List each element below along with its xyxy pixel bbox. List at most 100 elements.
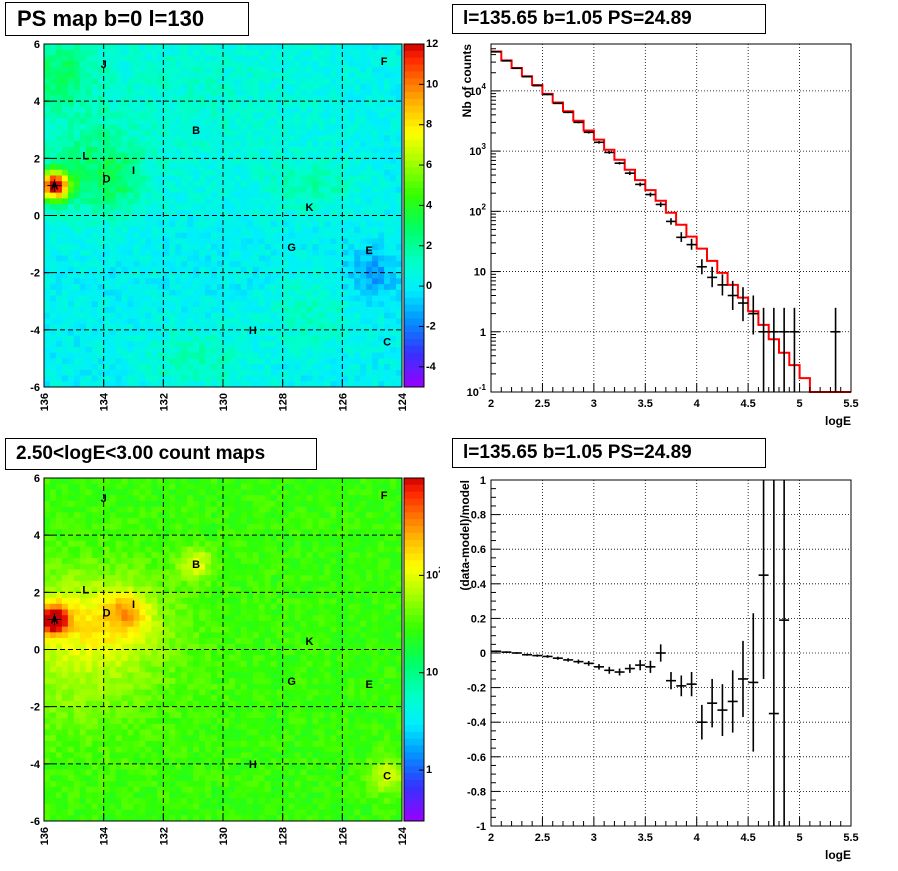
heatmap-cell xyxy=(264,192,272,199)
heatmap-cell xyxy=(246,358,254,365)
heatmap-cell xyxy=(372,66,379,73)
heatmap-cell xyxy=(378,84,385,91)
heatmap-cell xyxy=(342,181,349,188)
heatmap-cell xyxy=(223,295,230,302)
heatmap-cell xyxy=(193,169,200,176)
heatmap-cell xyxy=(264,238,272,245)
heatmap-cell xyxy=(175,272,182,279)
heatmap-cell xyxy=(67,563,75,570)
heatmap-cell xyxy=(211,95,218,102)
heatmap-cell xyxy=(127,620,134,628)
heatmap-cell xyxy=(384,204,391,211)
heatmap-cell xyxy=(127,546,134,553)
heatmap-cell xyxy=(175,249,182,256)
heatmap-cell xyxy=(252,198,260,205)
heatmap-cell xyxy=(336,335,343,342)
heatmap-cell xyxy=(282,118,290,125)
heatmap-cell xyxy=(139,66,146,73)
heatmap-cell xyxy=(49,626,57,633)
heatmap-cell xyxy=(264,215,272,222)
heatmap-cell xyxy=(67,666,75,673)
heatmap-cell xyxy=(67,226,75,234)
heatmap-cell xyxy=(396,306,403,314)
heatmap-cell xyxy=(73,478,81,485)
heatmap-cell xyxy=(79,523,87,530)
heatmap-cell xyxy=(228,204,236,211)
heatmap-cell xyxy=(318,106,325,113)
heatmap-cell xyxy=(55,786,63,793)
heatmap-cell xyxy=(193,301,200,308)
heatmap-cell xyxy=(91,729,99,736)
heatmap-cell xyxy=(294,106,301,113)
heatmap-cell xyxy=(44,209,51,216)
heatmap-cell xyxy=(246,129,254,136)
heatmap-cell xyxy=(145,786,152,793)
heatmap-cell xyxy=(169,101,176,108)
heatmap-cell xyxy=(73,261,81,268)
heatmap-cell xyxy=(312,238,319,245)
heatmap-cell xyxy=(330,226,337,234)
heatmap-cell xyxy=(282,255,290,262)
heatmap-cell xyxy=(282,204,290,211)
heatmap-cell xyxy=(246,146,254,154)
heatmap-cell xyxy=(109,66,116,73)
heatmap-cell xyxy=(97,295,105,302)
heatmap-cell xyxy=(181,289,188,296)
heatmap-cell xyxy=(300,164,307,171)
heatmap-cell xyxy=(276,158,284,165)
heatmap-cell xyxy=(121,306,128,314)
heatmap-cell xyxy=(258,232,266,239)
heatmap-cell xyxy=(294,346,301,354)
heatmap-cell xyxy=(234,61,242,68)
heatmap-cell xyxy=(139,226,146,234)
heatmap-cell xyxy=(79,335,87,342)
heatmap-cell xyxy=(115,575,122,582)
heatmap-cell xyxy=(115,192,122,199)
heatmap-cell xyxy=(133,689,140,696)
heatmap-cell xyxy=(103,809,111,816)
heatmap-cell xyxy=(175,295,182,302)
heatmap-cell xyxy=(270,135,278,142)
heatmap-cell xyxy=(73,798,81,805)
heatmap-cell xyxy=(252,352,260,359)
heatmap-cell xyxy=(73,272,81,279)
heatmap-cell xyxy=(342,255,349,262)
heatmap-cell xyxy=(384,101,391,108)
heatmap-cell xyxy=(67,284,75,291)
heatmap-cell xyxy=(396,289,403,296)
heatmap-cell xyxy=(121,175,128,182)
heatmap-cell xyxy=(151,341,158,348)
heatmap-cell xyxy=(360,261,367,268)
heatmap-cell xyxy=(139,689,146,696)
heatmap-cell xyxy=(67,164,75,171)
heatmap-cell xyxy=(133,569,140,576)
heatmap-cell xyxy=(61,529,69,536)
heatmap-cell xyxy=(354,169,361,176)
heatmap-cell xyxy=(234,112,242,119)
heatmap-cell xyxy=(127,364,134,371)
colorbar-cell xyxy=(404,105,424,114)
heatmap-cell xyxy=(258,192,266,199)
heatmap-cell xyxy=(366,49,373,56)
heatmap-cell xyxy=(73,238,81,245)
heatmap-cell xyxy=(91,489,99,496)
heatmap-cell xyxy=(276,364,284,371)
heatmap-cell xyxy=(318,244,325,251)
heatmap-cell xyxy=(330,141,337,148)
heatmap-cell xyxy=(372,192,379,199)
heatmap-cell xyxy=(211,112,218,119)
heatmap-cell xyxy=(288,204,295,211)
heatmap-cell xyxy=(187,226,194,234)
heatmap-cell xyxy=(139,238,146,245)
heatmap-cell xyxy=(67,775,75,782)
heatmap-cell xyxy=(390,181,397,188)
heatmap-cell xyxy=(372,318,379,325)
heatmap-cell xyxy=(67,700,75,708)
heatmap-cell xyxy=(181,152,188,159)
heatmap-cell xyxy=(109,609,116,616)
heatmap-cell xyxy=(258,129,266,136)
heatmap-cell xyxy=(193,164,200,171)
heatmap-cell xyxy=(300,61,307,68)
heatmap-cell xyxy=(294,209,301,216)
heatmap-cell xyxy=(109,735,116,742)
